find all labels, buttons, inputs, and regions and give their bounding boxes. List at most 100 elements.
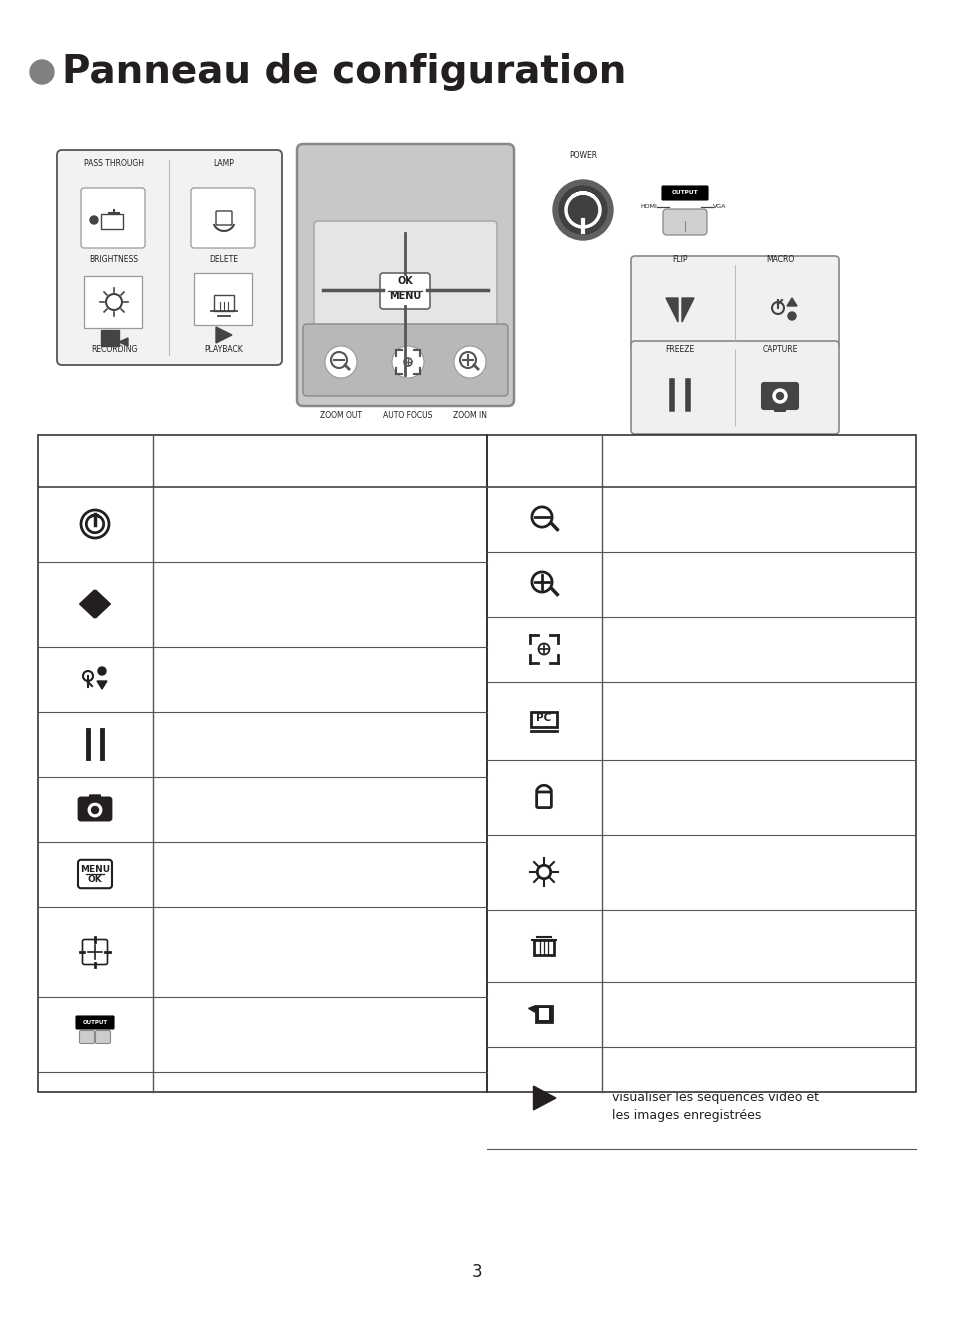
Polygon shape	[533, 1086, 556, 1110]
Circle shape	[772, 389, 786, 402]
Circle shape	[90, 216, 98, 224]
Circle shape	[558, 185, 606, 234]
FancyBboxPatch shape	[191, 188, 254, 248]
FancyBboxPatch shape	[531, 712, 556, 727]
Polygon shape	[665, 298, 678, 322]
Text: POWER: POWER	[568, 151, 597, 159]
FancyBboxPatch shape	[538, 1009, 548, 1019]
Text: Bouton: Bouton	[513, 454, 574, 469]
FancyBboxPatch shape	[536, 1006, 551, 1022]
Circle shape	[98, 667, 106, 675]
Text: OUTPUT: OUTPUT	[671, 191, 698, 196]
FancyBboxPatch shape	[662, 209, 706, 234]
FancyBboxPatch shape	[536, 792, 551, 808]
Circle shape	[787, 312, 795, 320]
FancyBboxPatch shape	[314, 221, 497, 384]
FancyBboxPatch shape	[79, 798, 111, 820]
Text: Enregistrement d’  une séquence
vidéo et audio: Enregistrement d’ une séquence vidéo et …	[612, 1000, 820, 1029]
Text: Panneau de configuration: Panneau de configuration	[62, 53, 626, 91]
FancyBboxPatch shape	[193, 273, 252, 324]
Text: FLIP: FLIP	[672, 256, 687, 265]
FancyBboxPatch shape	[303, 324, 507, 396]
FancyBboxPatch shape	[379, 273, 430, 308]
Text: Zoom arrière: Zoom arrière	[612, 512, 693, 526]
Text: RECORDING: RECORDING	[91, 346, 137, 355]
Text: Affichage du menu et sélection: Affichage du menu et sélection	[163, 867, 358, 880]
Text: AUTO FOCUS: AUTO FOCUS	[383, 412, 433, 421]
Text: VGA: VGA	[117, 1034, 131, 1038]
Text: Allumeer/éteindre l’  alimentation: Allumeer/éteindre l’ alimentation	[163, 518, 374, 531]
Bar	[38, 436, 486, 1092]
Text: OK: OK	[396, 275, 413, 286]
FancyBboxPatch shape	[661, 185, 707, 200]
Text: Accès au mode PC pour exécuter
la fonction « PASSAGE »: Accès au mode PC pour exécuter la foncti…	[612, 706, 819, 736]
Text: Allumer/éteindre et régler la
luminosité de la lampe LED: Allumer/éteindre et régler la luminosité…	[612, 782, 789, 812]
Text: Prendre une photo: Prendre une photo	[163, 802, 278, 816]
Polygon shape	[95, 591, 111, 618]
Text: 3: 3	[471, 1263, 482, 1282]
Polygon shape	[97, 681, 107, 688]
Polygon shape	[681, 298, 693, 322]
Circle shape	[89, 804, 102, 817]
Text: PLAYBACK: PLAYBACK	[204, 346, 243, 355]
Text: Geler l’  image affichée: Geler l’ image affichée	[163, 737, 310, 751]
Text: OUTPUT: OUTPUT	[82, 1019, 108, 1025]
Text: ZOOM IN: ZOOM IN	[453, 412, 486, 421]
Polygon shape	[119, 338, 128, 346]
FancyBboxPatch shape	[57, 150, 282, 365]
FancyBboxPatch shape	[81, 188, 145, 248]
Text: BRIGHTNESS: BRIGHTNESS	[90, 256, 138, 265]
Text: Mise au point automatique unique: Mise au point automatique unique	[612, 642, 826, 655]
Text: OK: OK	[88, 875, 102, 884]
FancyBboxPatch shape	[101, 214, 123, 229]
FancyBboxPatch shape	[101, 330, 119, 346]
FancyBboxPatch shape	[78, 859, 112, 888]
Polygon shape	[215, 327, 232, 343]
Circle shape	[325, 346, 356, 377]
FancyBboxPatch shape	[215, 211, 232, 225]
Polygon shape	[528, 1006, 536, 1013]
FancyBboxPatch shape	[79, 1030, 94, 1043]
Text: VGA: VGA	[712, 204, 725, 209]
Text: DELETE: DELETE	[210, 256, 238, 265]
Text: Interrupteur Macro/Normal: Interrupteur Macro/Normal	[163, 673, 330, 686]
Text: MACRO: MACRO	[765, 256, 793, 265]
Circle shape	[776, 392, 782, 400]
Text: ZOOM OUT: ZOOM OUT	[319, 412, 361, 421]
FancyBboxPatch shape	[761, 383, 797, 409]
Text: Bouton: Bouton	[64, 454, 126, 469]
Text: Zoom avant: Zoom avant	[612, 577, 687, 591]
FancyBboxPatch shape	[89, 794, 101, 802]
FancyBboxPatch shape	[95, 1030, 111, 1043]
Text: Suppression des fichiers de la
mémoire en mode lecture: Suppression des fichiers de la mémoire e…	[612, 931, 799, 961]
FancyBboxPatch shape	[82, 940, 108, 964]
Circle shape	[392, 346, 423, 377]
FancyBboxPatch shape	[773, 405, 785, 412]
Text: Tourner l’  image par 180° chaque
fois: Tourner l’ image par 180° chaque fois	[163, 589, 377, 620]
FancyBboxPatch shape	[84, 275, 142, 328]
FancyBboxPatch shape	[76, 1016, 113, 1029]
Circle shape	[30, 60, 54, 83]
Text: FREEZE: FREEZE	[664, 346, 694, 355]
Circle shape	[454, 346, 485, 377]
Text: LAMP: LAMP	[213, 159, 234, 168]
Bar	[486, 436, 915, 1092]
Circle shape	[91, 806, 98, 813]
Text: MENU: MENU	[80, 866, 110, 874]
Text: Accès au mode Lecture pour
visualiser les séquences vidéo et
les images enregist: Accès au mode Lecture pour visualiser le…	[612, 1075, 818, 1121]
Polygon shape	[79, 591, 94, 618]
Text: Fonction: Fonction	[721, 454, 795, 469]
FancyBboxPatch shape	[296, 144, 514, 406]
Text: Interrupteur de sortie HDMI-VGA: Interrupteur de sortie HDMI-VGA	[163, 1027, 365, 1041]
FancyBboxPatch shape	[630, 342, 838, 434]
FancyBboxPatch shape	[213, 295, 233, 311]
Text: HDMI: HDMI	[56, 1034, 73, 1038]
Text: PC: PC	[536, 714, 551, 723]
Text: Fonction: Fonction	[283, 454, 356, 469]
Text: Activer la touche de raccourci de
la luminosité: Activer la touche de raccourci de la lum…	[612, 857, 819, 887]
Text: HDMI: HDMI	[639, 204, 657, 209]
FancyBboxPatch shape	[534, 940, 554, 955]
Circle shape	[553, 180, 613, 240]
Text: CAPTURE: CAPTURE	[761, 346, 797, 355]
Polygon shape	[786, 298, 796, 306]
